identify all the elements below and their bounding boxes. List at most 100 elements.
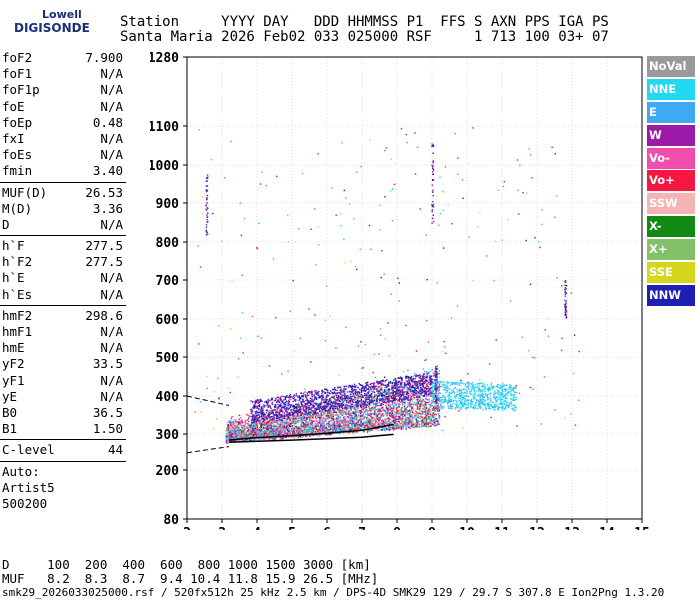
echo-point bbox=[393, 421, 395, 424]
echo-point bbox=[355, 396, 358, 399]
echo-point bbox=[290, 427, 292, 429]
echo-point bbox=[404, 403, 406, 405]
echo-point bbox=[227, 424, 229, 427]
echo-point bbox=[425, 412, 428, 415]
echo-point bbox=[274, 425, 276, 428]
echo-point bbox=[432, 408, 435, 410]
echo-point bbox=[318, 417, 321, 419]
echo-point bbox=[247, 417, 250, 420]
echo-point bbox=[326, 417, 328, 420]
echo-point bbox=[283, 427, 285, 430]
echo-point bbox=[331, 424, 334, 426]
echo-point bbox=[382, 403, 384, 406]
echo-point bbox=[350, 424, 353, 426]
echo-point bbox=[343, 415, 345, 418]
echo-point bbox=[241, 425, 243, 428]
echo-point bbox=[433, 420, 435, 422]
echo-point bbox=[263, 430, 266, 432]
echo-point bbox=[320, 411, 323, 413]
echo-point bbox=[420, 378, 422, 380]
echo-point bbox=[387, 392, 390, 395]
param-row-hes: h`Es N/A bbox=[0, 287, 126, 303]
echo-point bbox=[250, 424, 252, 426]
echo-point bbox=[419, 416, 422, 418]
echo-point bbox=[330, 413, 332, 416]
echo-point bbox=[327, 433, 329, 435]
echo-point bbox=[244, 423, 246, 425]
echo-point bbox=[266, 428, 268, 430]
echo-point bbox=[356, 424, 359, 427]
echo-point bbox=[302, 429, 304, 431]
echo-point bbox=[286, 412, 288, 414]
echo-point bbox=[359, 423, 362, 425]
echo-point bbox=[395, 424, 398, 427]
echo-point bbox=[405, 419, 407, 422]
echo-point bbox=[257, 428, 260, 430]
echo-point bbox=[400, 422, 403, 425]
echo-point bbox=[310, 420, 313, 422]
echo-point bbox=[383, 409, 385, 412]
echo-point bbox=[433, 421, 436, 424]
echo-point bbox=[402, 400, 404, 402]
echo-point bbox=[363, 421, 365, 424]
echo-point bbox=[313, 428, 316, 430]
echo-point bbox=[259, 421, 261, 423]
echo-point bbox=[234, 434, 237, 436]
echo-point bbox=[309, 429, 312, 431]
echo-point bbox=[230, 438, 233, 440]
echo-point bbox=[347, 409, 350, 412]
echo-point bbox=[251, 430, 253, 432]
echo-point bbox=[275, 429, 277, 431]
echo-point bbox=[418, 425, 421, 427]
echo-point bbox=[381, 419, 384, 421]
echo-point bbox=[367, 413, 370, 415]
echo-point bbox=[436, 423, 438, 426]
echo-point bbox=[425, 411, 427, 414]
echo-point bbox=[287, 423, 289, 425]
echo-point bbox=[319, 417, 322, 419]
echo-point bbox=[363, 418, 365, 421]
echo-point bbox=[374, 425, 377, 427]
echo-point bbox=[353, 411, 355, 414]
param-label: hmF2 bbox=[2, 307, 33, 323]
echo-point bbox=[272, 432, 274, 434]
echo-point bbox=[287, 433, 290, 436]
echo-point bbox=[368, 429, 371, 431]
echo-point bbox=[322, 417, 325, 420]
echo-point bbox=[412, 417, 414, 420]
echo-point bbox=[351, 411, 354, 414]
echo-point bbox=[245, 426, 247, 428]
x-tick-label: 6 bbox=[323, 526, 331, 530]
echo-point bbox=[424, 404, 426, 406]
echo-point bbox=[312, 428, 314, 431]
echo-point bbox=[396, 420, 398, 423]
echo-point bbox=[311, 412, 314, 415]
echo-point bbox=[305, 428, 307, 430]
echo-point bbox=[292, 422, 295, 424]
echo-point bbox=[366, 417, 368, 419]
echo-point bbox=[358, 411, 360, 413]
echo-point bbox=[437, 386, 440, 388]
echo-point bbox=[278, 420, 280, 422]
echo-point bbox=[227, 438, 230, 440]
param-divider bbox=[0, 304, 126, 306]
echo-point bbox=[300, 409, 302, 411]
param-row-hf2: h`F2 277.5 bbox=[0, 254, 126, 270]
echo-point bbox=[292, 428, 295, 430]
echo-point bbox=[337, 414, 340, 416]
echo-point bbox=[312, 429, 314, 432]
echo-point bbox=[293, 427, 295, 430]
echo-point bbox=[329, 411, 331, 413]
echo-point bbox=[422, 410, 425, 413]
echo-point bbox=[434, 412, 437, 415]
echo-point bbox=[275, 421, 278, 424]
echo-point bbox=[304, 432, 307, 434]
echo-point bbox=[320, 428, 323, 430]
echo-point bbox=[414, 417, 416, 419]
echo-point bbox=[401, 388, 403, 391]
echo-point bbox=[287, 419, 289, 421]
echo-point bbox=[361, 415, 363, 417]
echo-point bbox=[269, 410, 271, 412]
echo-point bbox=[394, 404, 397, 406]
echo-point bbox=[369, 390, 371, 392]
